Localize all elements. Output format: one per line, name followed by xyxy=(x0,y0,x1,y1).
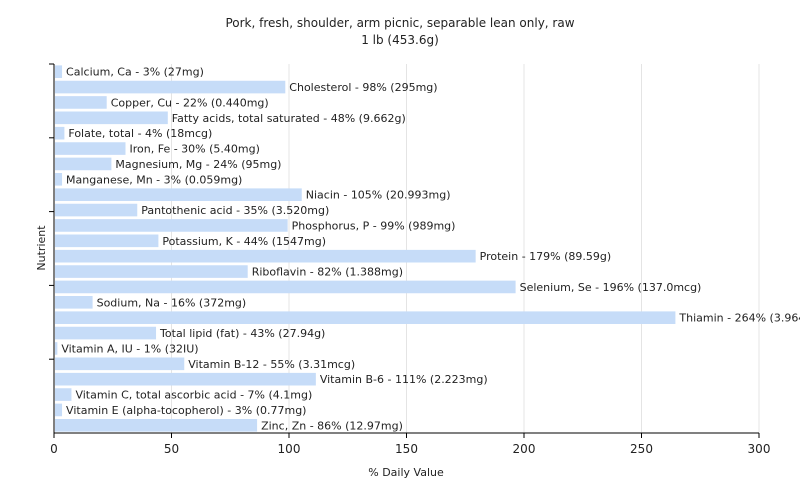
bar-label: Vitamin E (alpha-tocopherol) - 3% (0.77m… xyxy=(66,404,306,417)
bar xyxy=(55,188,302,201)
bar-label: Cholesterol - 98% (295mg) xyxy=(289,81,437,94)
bar-label: Potassium, K - 44% (1547mg) xyxy=(162,235,326,248)
bar-label: Niacin - 105% (20.993mg) xyxy=(306,189,451,202)
bar-label: Vitamin A, IU - 1% (32IU) xyxy=(61,342,198,355)
bar xyxy=(55,219,288,232)
bar xyxy=(55,419,258,432)
bar xyxy=(55,311,676,324)
bar xyxy=(55,80,286,94)
bar xyxy=(55,249,476,263)
bar xyxy=(55,234,159,248)
bar xyxy=(55,96,107,109)
bar-label: Total lipid (fat) - 43% (27.94g) xyxy=(159,327,325,340)
bar-label: Copper, Cu - 22% (0.440mg) xyxy=(111,96,269,109)
bar xyxy=(55,203,138,217)
bar-label: Calcium, Ca - 3% (27mg) xyxy=(66,66,204,79)
x-tick-label: 250 xyxy=(630,442,653,456)
x-tick-label: 150 xyxy=(395,442,418,456)
bar-label: Vitamin C, total ascorbic acid - 7% (4.1… xyxy=(75,389,312,402)
bar xyxy=(55,173,63,186)
bar xyxy=(55,126,65,140)
bar-label: Manganese, Mn - 3% (0.059mg) xyxy=(66,173,242,186)
x-tick-label: 300 xyxy=(748,442,771,456)
x-tick-label: 100 xyxy=(278,442,301,456)
bar xyxy=(55,296,93,309)
grid-lines xyxy=(171,64,760,433)
bar-label: Pantothenic acid - 35% (3.520mg) xyxy=(141,204,329,217)
bar xyxy=(55,142,126,155)
bar-label: Phosphorus, P - 99% (989mg) xyxy=(292,219,456,232)
bar-label: Vitamin B-6 - 111% (2.223mg) xyxy=(320,373,488,386)
bar xyxy=(55,403,63,417)
x-tick-label: 200 xyxy=(513,442,536,456)
bar-label: Vitamin B-12 - 55% (3.31mcg) xyxy=(188,358,355,371)
bar xyxy=(55,111,168,125)
bar xyxy=(55,342,58,355)
bar xyxy=(55,65,63,78)
bar-label: Sodium, Na - 16% (372mg) xyxy=(97,296,247,309)
x-tick-label: 50 xyxy=(164,442,179,456)
bar-label: Selenium, Se - 196% (137.0mcg) xyxy=(520,281,702,294)
bar-label: Riboflavin - 82% (1.388mg) xyxy=(252,266,403,279)
chart-subtitle: 1 lb (453.6g) xyxy=(361,33,439,47)
chart-title: Pork, fresh, shoulder, arm picnic, separ… xyxy=(225,16,574,30)
bar-label: Fatty acids, total saturated - 48% (9.66… xyxy=(172,112,406,125)
y-axis-label: Nutrient xyxy=(35,225,48,271)
bar-label: Zinc, Zn - 86% (12.97mg) xyxy=(261,419,403,432)
bar xyxy=(55,280,516,294)
bar xyxy=(55,388,72,401)
bar-label: Magnesium, Mg - 24% (95mg) xyxy=(115,158,281,171)
bars: Calcium, Ca - 3% (27mg) Cholesterol - 98%… xyxy=(55,65,800,432)
x-axis-label: % Daily Value xyxy=(368,466,444,479)
bar-label: Thiamin - 264% (3.964mg) xyxy=(678,312,800,325)
bar-label: Iron, Fe - 30% (5.40mg) xyxy=(130,143,260,156)
bar xyxy=(55,372,316,386)
x-tick-label: 0 xyxy=(50,442,58,456)
bar-label: Folate, total - 4% (18mcg) xyxy=(68,127,212,140)
bar-label: Protein - 179% (89.59g) xyxy=(480,250,612,263)
bar xyxy=(55,326,157,340)
bar xyxy=(55,265,248,278)
bar xyxy=(55,357,185,371)
axes: 0 50 100 150 200 250 300 xyxy=(49,63,771,456)
bar xyxy=(55,157,112,171)
